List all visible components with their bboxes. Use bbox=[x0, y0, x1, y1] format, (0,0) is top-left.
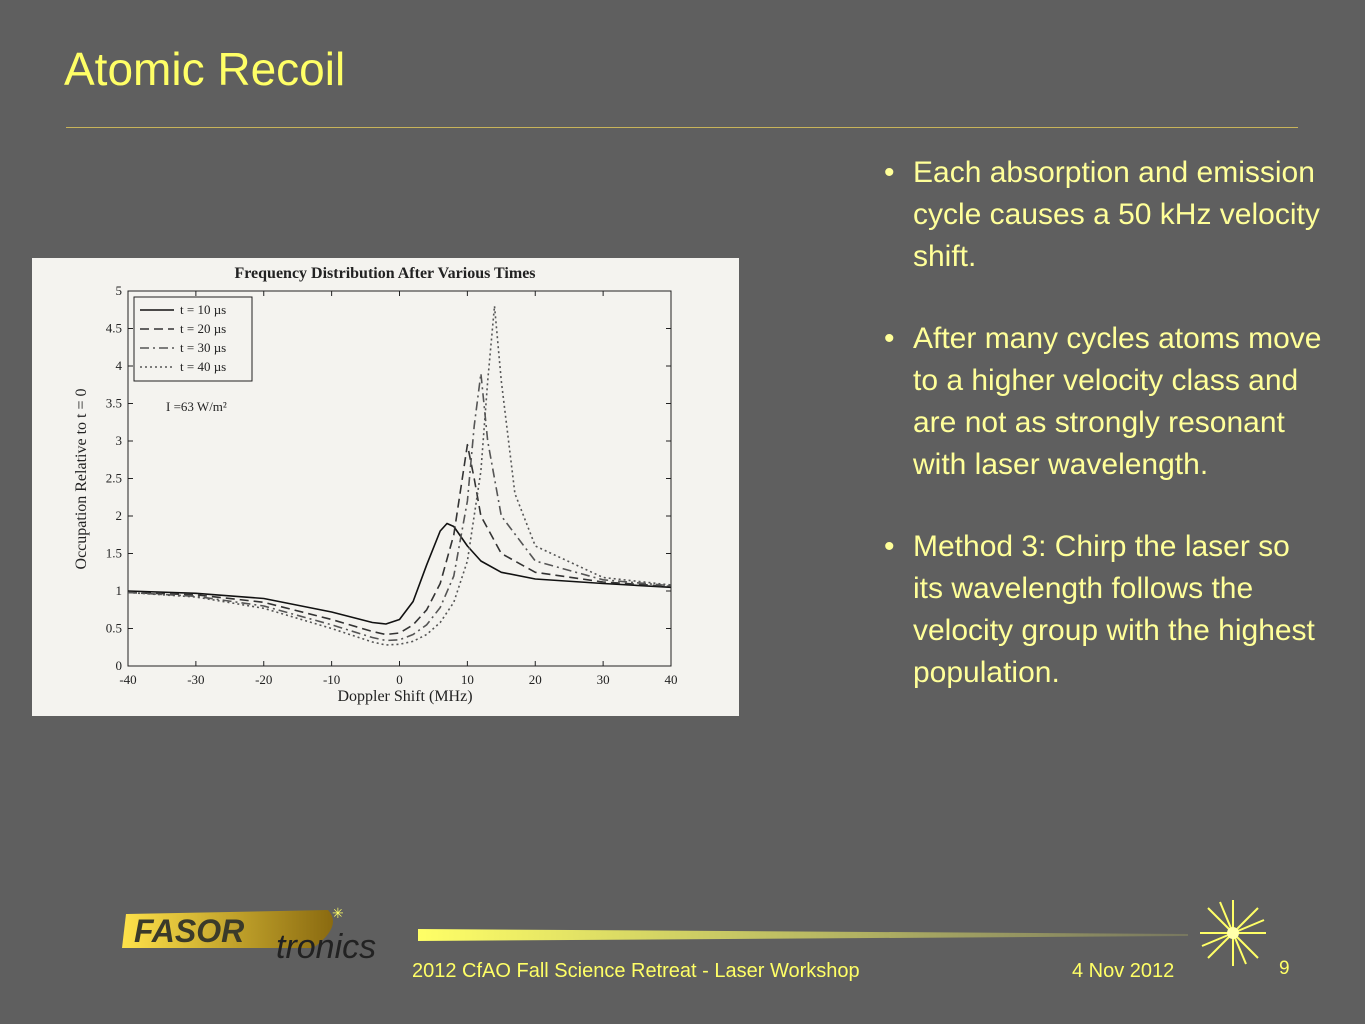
bullet-item: • Method 3: Chirp the laser so its wavele… bbox=[884, 526, 1324, 694]
chart-svg: Frequency Distribution After Various Tim… bbox=[73, 265, 678, 705]
starburst-icon bbox=[1200, 900, 1266, 966]
chart-ylabel: Occupation Relative to t = 0 bbox=[73, 389, 90, 570]
bullet-item: • After many cycles atoms move to a highe… bbox=[884, 318, 1324, 486]
legend-box bbox=[133, 296, 253, 382]
y-tick-label: 0.5 bbox=[106, 621, 122, 636]
x-tick-label: -40 bbox=[119, 672, 136, 687]
bullet-list: • Each absorption and emission cycle caus… bbox=[884, 152, 1324, 734]
x-tick-label: -20 bbox=[255, 672, 272, 687]
y-tick-label: 3 bbox=[116, 433, 123, 448]
chart-figure: Frequency Distribution After Various Tim… bbox=[32, 258, 739, 716]
bullet-glyph: • bbox=[884, 322, 895, 355]
legend-label: t = 30 µs bbox=[180, 340, 226, 355]
logo-word-tronics: tronics bbox=[276, 928, 376, 966]
y-tick-label: 3.5 bbox=[106, 396, 122, 411]
chart-xlabel: Doppler Shift (MHz) bbox=[337, 688, 472, 705]
y-tick-label: 1 bbox=[116, 583, 123, 598]
y-tick-label: 0 bbox=[116, 658, 123, 673]
page-number: 9 bbox=[1279, 958, 1290, 979]
y-tick-label: 5 bbox=[116, 283, 123, 298]
footer-date: 4 Nov 2012 bbox=[1072, 960, 1175, 982]
y-tick-label: 2 bbox=[116, 508, 123, 523]
bullet-glyph: • bbox=[884, 156, 895, 189]
chart-title: Frequency Distribution After Various Tim… bbox=[234, 265, 535, 282]
y-tick-label: 2.5 bbox=[106, 471, 122, 486]
bullet-glyph: • bbox=[884, 530, 895, 563]
logo-word-fasor: FASOR bbox=[134, 913, 244, 949]
fasortronics-logo: FASOR tronics ✳ bbox=[118, 896, 408, 976]
x-tick-label: -10 bbox=[323, 672, 340, 687]
bullet-text: Method 3: Chirp the laser so its wavelen… bbox=[913, 530, 1315, 689]
legend-label: t = 10 µs bbox=[180, 302, 226, 317]
bullet-item: • Each absorption and emission cycle caus… bbox=[884, 152, 1324, 278]
x-tick-label: 0 bbox=[396, 672, 403, 687]
series-line bbox=[127, 522, 672, 625]
x-tick-label: 10 bbox=[461, 672, 474, 687]
x-tick-label: 20 bbox=[529, 672, 542, 687]
slide-title: Atomic Recoil bbox=[64, 43, 346, 95]
logo-spark-icon: ✳ bbox=[332, 905, 344, 921]
footer-event: 2012 CfAO Fall Science Retreat - Laser W… bbox=[412, 960, 860, 982]
y-tick-label: 1.5 bbox=[106, 546, 122, 561]
series-line bbox=[127, 443, 672, 636]
legend-label: t = 20 µs bbox=[180, 321, 226, 336]
footer-swoosh bbox=[418, 929, 1188, 941]
x-tick-label: -30 bbox=[187, 672, 204, 687]
series-line bbox=[127, 372, 672, 642]
x-tick-label: 40 bbox=[665, 672, 678, 687]
logo-graphic: FASOR tronics ✳ bbox=[122, 905, 376, 966]
y-tick-label: 4.5 bbox=[106, 321, 122, 336]
chart-annotation: I =63 W/m² bbox=[166, 399, 227, 414]
title-divider bbox=[66, 127, 1298, 128]
bullet-text: Each absorption and emission cycle cause… bbox=[913, 156, 1320, 273]
bullet-text: After many cycles atoms move to a higher… bbox=[913, 322, 1322, 481]
x-tick-label: 30 bbox=[597, 672, 610, 687]
y-tick-label: 4 bbox=[116, 358, 123, 373]
legend-label: t = 40 µs bbox=[180, 359, 226, 374]
